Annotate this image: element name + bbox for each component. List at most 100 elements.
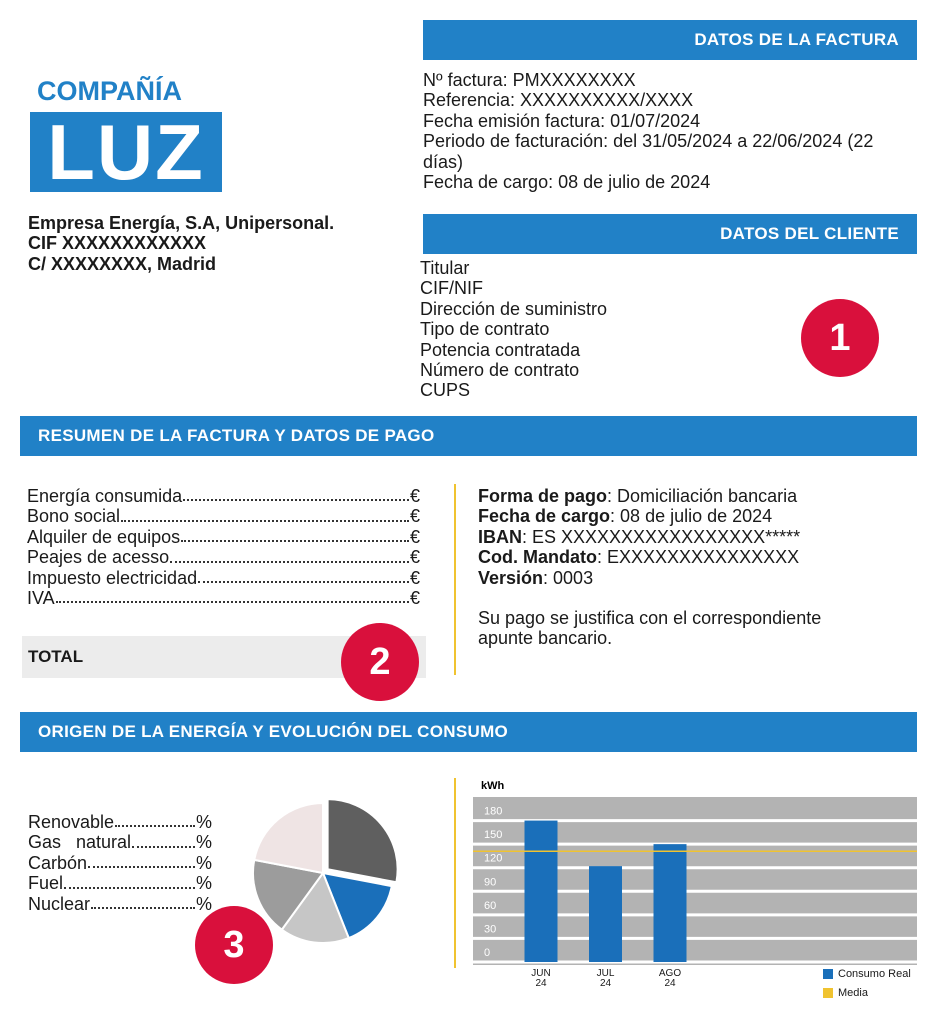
item-unit: % [195, 893, 212, 914]
payment-row: Versión: 0003 [478, 568, 800, 588]
pie-slice [321, 871, 393, 940]
leader-row: Alquiler de equipos € [27, 527, 420, 547]
item-unit: % [195, 852, 212, 873]
y-tick-label: 150 [484, 829, 502, 841]
divider [454, 778, 456, 968]
item-unit: % [195, 812, 212, 832]
pie-slice [253, 801, 324, 875]
bar [524, 820, 558, 962]
pie-chart [252, 798, 399, 944]
item-unit: € [409, 526, 420, 547]
bar [589, 866, 622, 962]
client-fields: Titular CIF/NIF Dirección de suministro Tip… [420, 258, 607, 401]
item-unit: € [409, 506, 420, 527]
payment-label: Fecha de cargo [478, 506, 611, 527]
x-tick-label: JUL 24 [596, 968, 615, 989]
payment-value: : EXXXXXXXXXXXXXXX [597, 547, 800, 568]
dot-leader [198, 568, 409, 584]
section-header: DATOS DEL CLIENTE [423, 214, 917, 254]
item-unit: € [409, 588, 420, 609]
y-tick-label: 180 [484, 806, 502, 818]
pie-slice [252, 858, 325, 932]
item-label: Carbón [28, 852, 88, 873]
pie-slice [326, 798, 399, 884]
payment-note: Su pago se justifica con el correspondie… [478, 608, 858, 649]
payment-label: Versión [478, 567, 544, 588]
pie-legend: Renovable% Gas natural% Carbón% Fuel% Nuclea… [28, 812, 212, 914]
bar-chart: kWh 0 30 60 90 120 150 180 [473, 780, 917, 965]
x-tick-label: AGO 24 [658, 968, 682, 989]
payment-value: : Domiciliación bancaria [607, 486, 798, 506]
issuer-line: C/ XXXXXXXX, Madrid [28, 253, 217, 274]
item-unit: % [195, 832, 212, 853]
legend-label: Media [838, 987, 868, 999]
payment-label: IBAN [478, 526, 522, 547]
invoice-line: Fecha de cargo: 08 de julio de 2024 [423, 172, 711, 193]
invoice-line: Nº factura: PMXXXXXXXX [423, 70, 636, 90]
payment-row: Forma de pago: Domiciliación bancaria [478, 486, 800, 506]
issuer-line: CIF XXXXXXXXXXXX [28, 233, 207, 254]
leader-row: Peajes de acesso € [27, 547, 420, 567]
dot-leader [88, 853, 195, 869]
leader-row: Energía consumida € [27, 486, 420, 506]
payment-info: Forma de pago: Domiciliación bancaria Fec… [478, 486, 800, 588]
payment-label: Cod. Mandato [478, 547, 597, 568]
client-field: CUPS [420, 380, 471, 401]
issuer-info: Empresa Energía, S.A, Unipersonal. CIF XX… [28, 213, 334, 274]
logo-brand: LUZ [30, 112, 222, 192]
client-field: Dirección de suministro [420, 298, 608, 319]
y-tick-label: 120 [484, 853, 502, 865]
marker: 2 [341, 623, 419, 701]
item-label: Alquiler de equipos [27, 526, 181, 547]
marker: 3 [195, 906, 273, 984]
leader-row: Renovable% [28, 812, 212, 832]
client-field: Número de contrato [420, 360, 580, 381]
client-field: Titular [420, 258, 470, 278]
dot-leader [121, 506, 409, 522]
payment-value: : ES XXXXXXXXXXXXXXXXX***** [522, 526, 801, 547]
item-unit: € [409, 486, 420, 506]
issuer-line: Empresa Energía, S.A, Unipersonal. [28, 213, 335, 233]
dot-leader [181, 527, 409, 543]
section-header: RESUMEN DE LA FACTURA Y DATOS DE PAGO [20, 416, 917, 456]
marker: 1 [801, 299, 879, 377]
y-tick-label: 60 [484, 900, 496, 912]
leader-row: Carbón% [28, 853, 212, 873]
leader-row: Gas natural% [28, 832, 212, 852]
item-label: Fuel [28, 873, 64, 894]
leader-row: Fuel% [28, 873, 212, 893]
x-tick-label: JUN 24 [531, 968, 551, 989]
dot-leader [115, 812, 195, 828]
invoice-line: Periodo de facturación: del 31/05/2024 a… [423, 131, 874, 172]
leader-row: Impuesto electricidad € [27, 568, 420, 588]
item-label: IVA [27, 588, 55, 609]
item-label: Renovable [28, 812, 115, 832]
y-tick-label: 0 [484, 947, 490, 959]
item-unit: € [409, 547, 420, 568]
total-label: TOTAL [28, 647, 84, 666]
payment-row: Cod. Mandato: EXXXXXXXXXXXXXXX [478, 547, 800, 567]
dot-leader [91, 894, 195, 910]
dot-leader [64, 873, 195, 889]
section-header: ORIGEN DE LA ENERGÍA Y EVOLUCIÓN DEL CON… [20, 712, 917, 752]
divider [454, 484, 456, 675]
invoice-lines: Nº factura: PMXXXXXXXX Referencia: XXXXXX… [423, 70, 893, 192]
client-field: Potencia contratada [420, 339, 581, 360]
legend-label: Consumo Real [838, 968, 911, 980]
legend-swatch [823, 988, 833, 998]
item-label: Gas natural [28, 832, 132, 853]
dot-leader [132, 832, 195, 848]
logo-company: COMPAÑÍA [37, 76, 182, 106]
summary-items: Energía consumida € Bono social € Alquiler d… [27, 486, 420, 608]
bar-chart-box: kWh 0 30 60 90 120 150 180 JUN 24 JUL 24 AGO 24 Co… [473, 778, 917, 1008]
leader-row: Nuclear% [28, 894, 212, 914]
pie-slice [280, 870, 351, 944]
leader-row: IVA € [27, 588, 420, 608]
item-label: Impuesto electricidad [27, 567, 198, 588]
bar [653, 844, 687, 962]
y-axis-label: kWh [481, 780, 505, 792]
item-unit: € [409, 567, 420, 588]
invoice-line: Referencia: XXXXXXXXXX/XXXX [423, 90, 694, 111]
invoice-line: Fecha emisión factura: 01/07/2024 [423, 110, 701, 131]
